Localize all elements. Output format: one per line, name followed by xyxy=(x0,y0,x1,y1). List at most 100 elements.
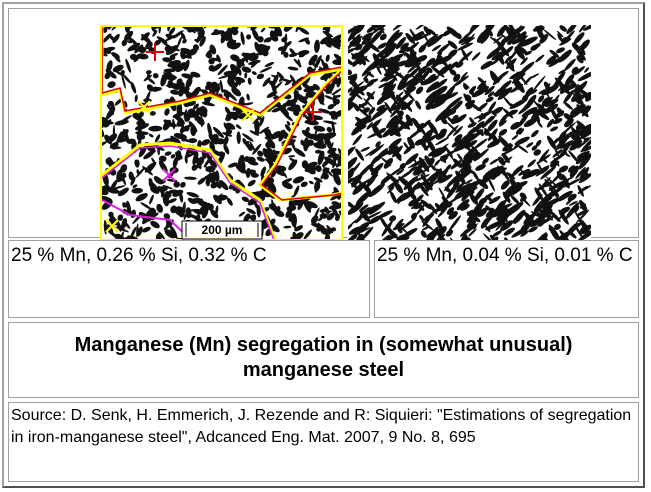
texture xyxy=(407,137,415,149)
texture xyxy=(128,171,134,181)
texture xyxy=(477,77,486,84)
texture xyxy=(527,159,536,168)
texture xyxy=(190,126,196,132)
texture xyxy=(379,33,387,41)
texture xyxy=(303,229,312,240)
texture xyxy=(577,136,591,149)
texture xyxy=(390,78,396,85)
texture xyxy=(148,177,153,186)
texture xyxy=(444,186,451,193)
texture xyxy=(348,177,357,186)
texture xyxy=(246,93,250,101)
texture xyxy=(117,214,124,221)
texture xyxy=(462,32,471,41)
texture xyxy=(578,88,591,100)
texture xyxy=(528,226,538,233)
texture xyxy=(114,233,121,239)
texture xyxy=(359,53,370,63)
texture xyxy=(370,29,384,44)
texture xyxy=(112,141,119,149)
texture xyxy=(441,118,448,125)
texture xyxy=(100,184,110,194)
texture xyxy=(541,157,548,163)
texture xyxy=(479,192,494,204)
texture xyxy=(524,87,534,98)
texture xyxy=(495,106,504,115)
texture xyxy=(376,150,391,159)
texture xyxy=(226,91,237,101)
texture xyxy=(418,75,424,84)
texture xyxy=(464,236,472,241)
texture xyxy=(537,121,543,128)
texture xyxy=(560,36,571,44)
texture xyxy=(185,207,192,219)
texture xyxy=(408,47,416,55)
texture xyxy=(162,193,170,207)
texture xyxy=(177,36,182,48)
texture xyxy=(568,200,578,206)
texture xyxy=(355,148,365,161)
texture xyxy=(389,60,407,70)
texture xyxy=(257,36,264,43)
texture xyxy=(520,61,535,74)
texture xyxy=(571,127,581,142)
texture xyxy=(546,118,554,128)
texture xyxy=(468,228,477,237)
texture xyxy=(348,201,355,209)
texture xyxy=(392,70,407,80)
texture xyxy=(420,199,432,210)
texture xyxy=(329,211,336,219)
texture xyxy=(152,72,159,79)
texture xyxy=(418,65,429,73)
texture xyxy=(448,215,461,232)
texture xyxy=(288,159,298,171)
texture xyxy=(389,191,397,204)
texture xyxy=(405,32,415,44)
texture xyxy=(398,224,410,235)
texture xyxy=(349,88,363,100)
texture xyxy=(549,210,561,223)
texture xyxy=(509,178,517,188)
texture xyxy=(286,205,297,212)
texture xyxy=(508,35,516,46)
texture xyxy=(502,207,521,220)
texture xyxy=(324,156,337,166)
texture xyxy=(577,229,591,241)
texture xyxy=(410,182,420,193)
texture xyxy=(566,120,573,129)
texture xyxy=(392,103,400,115)
texture xyxy=(318,108,331,114)
texture xyxy=(203,156,213,168)
texture xyxy=(285,41,292,47)
texture xyxy=(379,53,386,61)
texture xyxy=(132,112,140,119)
texture xyxy=(177,116,185,125)
texture xyxy=(102,118,109,128)
texture xyxy=(573,32,585,44)
texture xyxy=(397,192,407,205)
texture xyxy=(421,128,434,141)
texture xyxy=(498,113,508,126)
texture xyxy=(514,46,525,60)
texture xyxy=(558,209,569,225)
texture xyxy=(359,125,367,131)
texture xyxy=(553,223,561,230)
texture xyxy=(497,70,509,80)
texture xyxy=(288,102,295,107)
texture xyxy=(371,25,377,33)
texture xyxy=(539,233,548,241)
texture xyxy=(419,214,424,221)
texture xyxy=(313,177,323,183)
texture xyxy=(266,179,277,193)
texture xyxy=(546,55,557,65)
texture xyxy=(510,121,521,130)
texture xyxy=(445,148,455,162)
texture xyxy=(170,154,176,159)
texture xyxy=(150,220,160,229)
texture xyxy=(568,165,576,173)
texture xyxy=(466,211,481,223)
caption-right: 25 % Mn, 0.04 % Si, 0.01 % C xyxy=(374,240,639,318)
texture xyxy=(117,190,126,196)
texture xyxy=(189,111,200,118)
texture xyxy=(223,122,229,131)
